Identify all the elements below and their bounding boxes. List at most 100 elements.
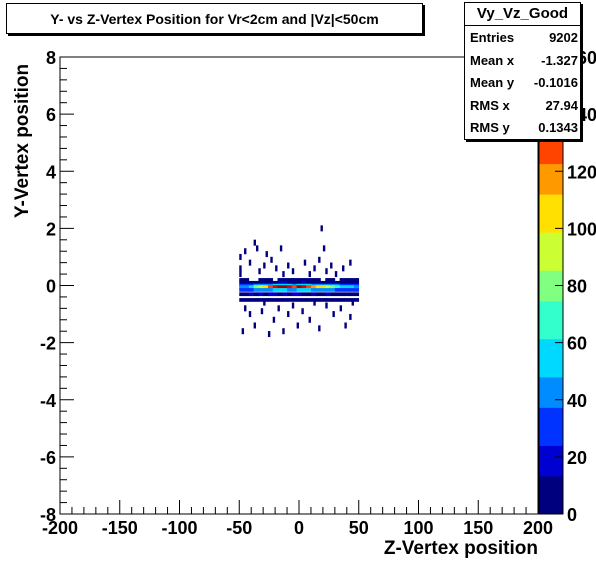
heatmap-cell — [244, 292, 250, 297]
heatmap-cell — [325, 302, 328, 309]
heatmap-cell — [334, 298, 340, 302]
heatmap-cell — [296, 280, 302, 285]
heatmap-cell — [267, 288, 274, 292]
heatmap-cell — [282, 280, 288, 285]
palette-cell — [539, 232, 563, 241]
heatmap-cell — [320, 298, 326, 302]
heatmap-cell — [263, 299, 266, 306]
heatmap-cell — [287, 262, 290, 269]
heatmap-cell — [351, 299, 354, 306]
heatmap-cell — [349, 278, 355, 282]
heatmap-cell — [267, 292, 274, 297]
heatmap-cell — [277, 278, 283, 282]
heatmap-cell — [353, 288, 360, 292]
heatmap-cell — [330, 298, 336, 302]
x-axis-title: Z-Vertex position — [383, 538, 538, 559]
heatmap-cell — [296, 292, 302, 297]
palette-cell — [539, 201, 563, 210]
stats-row-rms-x: RMS x 27.94 — [465, 94, 580, 117]
heatmap-cell — [296, 322, 300, 329]
heatmap-cell — [339, 280, 345, 285]
heatmap-cell — [301, 288, 307, 292]
heatmap-cell — [279, 245, 283, 252]
heatmap-cell — [353, 292, 360, 297]
heatmap-cell — [244, 285, 250, 289]
heatmap-cell — [330, 285, 336, 289]
heatmap-cell — [344, 278, 350, 282]
heatmap-cell — [332, 311, 335, 318]
heatmap-cell — [287, 292, 293, 297]
y-tick-label: -8 — [40, 505, 56, 525]
heatmap-cell — [248, 311, 252, 318]
heatmap-cell — [263, 280, 269, 285]
palette-cell — [539, 445, 563, 454]
heatmap-cell — [325, 278, 331, 282]
palette-cell — [539, 468, 563, 477]
heatmap-cell — [330, 262, 333, 269]
palette-cell — [539, 247, 563, 256]
heatmap-cell — [291, 280, 297, 285]
heatmap-cell — [253, 285, 259, 289]
palette-cell — [539, 483, 563, 492]
palette-cell — [539, 323, 563, 332]
heatmap-cell — [349, 292, 355, 297]
heatmap-cell — [353, 285, 360, 289]
heatmap-cell — [244, 305, 247, 312]
heatmap-cell — [301, 280, 307, 285]
y-tick-label: 8 — [46, 48, 56, 68]
palette-cell — [539, 437, 563, 446]
stats-value: 9202 — [549, 30, 578, 45]
heatmap-cell — [241, 328, 245, 335]
palette-cell — [539, 506, 563, 515]
heatmap-cell — [272, 280, 278, 285]
heatmap-cell — [318, 256, 321, 263]
heatmap-cell — [239, 292, 245, 297]
y-tick-label: 2 — [46, 219, 56, 239]
x-tick-label: 100 — [403, 518, 433, 538]
heatmap-cell — [248, 280, 254, 285]
palette-cell — [539, 293, 563, 302]
stats-value: 27.94 — [545, 97, 578, 113]
heatmap-cell — [339, 288, 345, 292]
heatmap-cell — [267, 280, 274, 285]
y-tick-label: 4 — [46, 162, 56, 182]
palette-cell — [539, 338, 563, 347]
palette-cell — [539, 346, 563, 355]
heatmap-cell — [296, 288, 302, 292]
heatmap-cell — [267, 298, 274, 302]
heatmap-cell — [291, 298, 297, 302]
heatmap-cell — [301, 308, 304, 315]
palette-cell — [539, 186, 563, 195]
palette-cell — [539, 376, 563, 386]
z-tick-label: 60 — [567, 334, 587, 354]
y-tick-label: -2 — [40, 334, 56, 354]
heatmap-cell — [334, 292, 340, 297]
heatmap-cell — [239, 265, 242, 272]
heatmap-cell — [306, 292, 312, 297]
heatmap-cell — [296, 285, 302, 289]
heatmap-cell — [263, 278, 269, 282]
heatmap-cell — [349, 313, 352, 320]
heatmap-cells — [239, 225, 360, 338]
x-axis: -200 -150 -100 -50 0 50 100 150 200 — [42, 500, 553, 538]
heatmap-cell — [277, 305, 280, 312]
stats-value: -0.1016 — [533, 75, 578, 90]
heatmap-cell — [344, 298, 350, 302]
heatmap-cell — [287, 285, 293, 289]
palette-cell — [539, 491, 563, 500]
heatmap-cell — [320, 225, 323, 232]
heatmap-cell — [296, 278, 302, 282]
heatmap-cell — [287, 278, 293, 282]
heatmap-cell — [320, 292, 326, 297]
heatmap-cell — [310, 288, 317, 292]
heatmap-cell — [313, 265, 316, 272]
palette-cell — [539, 354, 563, 363]
heatmap-cell — [291, 292, 297, 297]
heatmap-cell — [263, 298, 269, 302]
heatmap-cell — [301, 278, 307, 282]
heatmap-cell — [330, 280, 336, 285]
heatmap-cell — [239, 285, 245, 289]
heatmap-cell — [325, 280, 331, 285]
heatmap-cell — [272, 288, 278, 292]
heatmap-cell — [306, 285, 312, 289]
